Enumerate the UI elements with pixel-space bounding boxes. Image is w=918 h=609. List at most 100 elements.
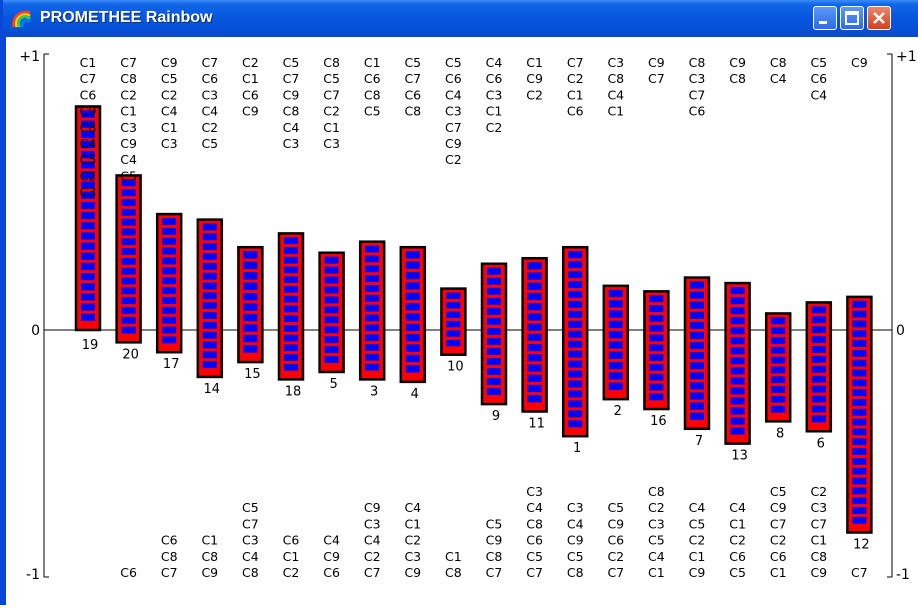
action-label-8: 8 [776,426,784,441]
minimize-icon [819,21,827,24]
bar-segment [202,292,217,300]
criterion-label: C4 [283,120,300,135]
criterion-label: C8 [161,549,178,564]
criterion-label: C2 [648,500,665,515]
bar-segment [730,287,745,295]
criterion-label: C7 [810,516,827,531]
bar-segment [568,251,583,259]
bar-segment [487,378,501,386]
bar-segment [608,361,623,370]
criterion-label: C3 [404,549,421,564]
criterion-label: C4 [404,500,421,515]
criterion-label: C8 [80,120,97,135]
bar-segment [324,256,339,264]
action-label-16: 16 [650,414,667,429]
criterion-label: C6 [770,549,787,564]
bar-segment [527,374,542,382]
y-tick-plus1-right: +1 [896,49,917,65]
action-label-6: 6 [817,436,825,451]
criterion-label: C2 [729,533,746,548]
bar-segment [81,191,95,199]
bar-segment [649,344,664,352]
bar-segment [81,181,95,189]
criterion-label: C6 [486,71,503,86]
bar-segment [771,356,786,364]
criterion-label: C2 [201,120,218,135]
minimize-button[interactable] [813,6,837,30]
criterion-label: C3 [689,71,706,86]
bar-segment [852,477,867,485]
y-tick-minus1-right: -1 [896,567,910,583]
action-label-14: 14 [204,382,221,397]
bar-segment [202,233,217,241]
bar-segment [446,311,461,318]
action-label-12: 12 [853,538,870,553]
bar-segment [121,277,136,285]
bar-segment [487,347,501,355]
criterion-label: C9 [851,55,868,70]
bar-segment [852,330,867,338]
bar-segment [730,377,745,385]
criterion-label: C4 [161,104,178,119]
bar-segment [690,362,704,370]
bar-segment [487,327,501,335]
criterion-label: C7 [80,71,97,86]
close-button[interactable] [867,6,891,30]
criterion-label: C4 [567,516,584,531]
bar-segment [730,387,745,395]
bar-segment [487,388,501,396]
bar-segment [405,354,420,363]
bar-segment [852,467,867,475]
bar-segment [608,300,623,308]
bar-segment [852,389,867,397]
bar-segment [243,261,258,270]
bar-segment [852,487,867,495]
criterion-label: C6 [810,71,827,86]
bar-segment [730,307,745,315]
criterion-label: C7 [607,565,624,580]
action-label-15: 15 [244,367,261,382]
bar-segment [284,344,298,352]
criterion-label: C6 [729,549,746,564]
criterion-label: C1 [689,549,706,564]
bar-segment [365,314,380,322]
maximize-button[interactable] [840,6,864,30]
action-bars: 19C1C7C6C9C8C4C5C2C320C7C8C2C1C3C9C4C5C6… [74,55,873,580]
criterion-label: C5 [526,549,543,564]
bar-segment [162,287,177,295]
bar-segment [527,343,542,352]
criterion-label: C4 [770,71,787,86]
criterion-label: C7 [404,71,421,86]
bar-segment [202,223,217,231]
bar-segment [243,324,258,332]
criterion-label: C2 [567,71,584,86]
bar-segment [690,281,704,289]
bar-segment [284,363,298,371]
bar-segment [202,243,217,251]
bar-segment [852,340,867,347]
bar-segment [568,370,583,378]
title-bar[interactable]: PROMETHEE Rainbow [3,0,918,37]
criterion-label: C8 [648,484,665,499]
criterion-label: C7 [689,87,706,102]
action-label-13: 13 [731,449,748,464]
criterion-label: C2 [161,87,178,102]
criterion-label: C5 [80,152,97,167]
bar-segment [487,307,501,315]
criterion-label: C9 [729,55,746,70]
bar-segment [405,334,420,342]
criterion-label: C6 [445,71,462,86]
bar-segment [365,294,380,302]
criterion-label: C1 [770,565,787,580]
bar-segment [405,282,420,290]
criterion-label: C8 [770,55,787,70]
bar-segment [446,302,461,309]
bar-segment [162,218,177,225]
bar-segment [811,395,826,403]
criterion-label: C8 [689,55,706,70]
